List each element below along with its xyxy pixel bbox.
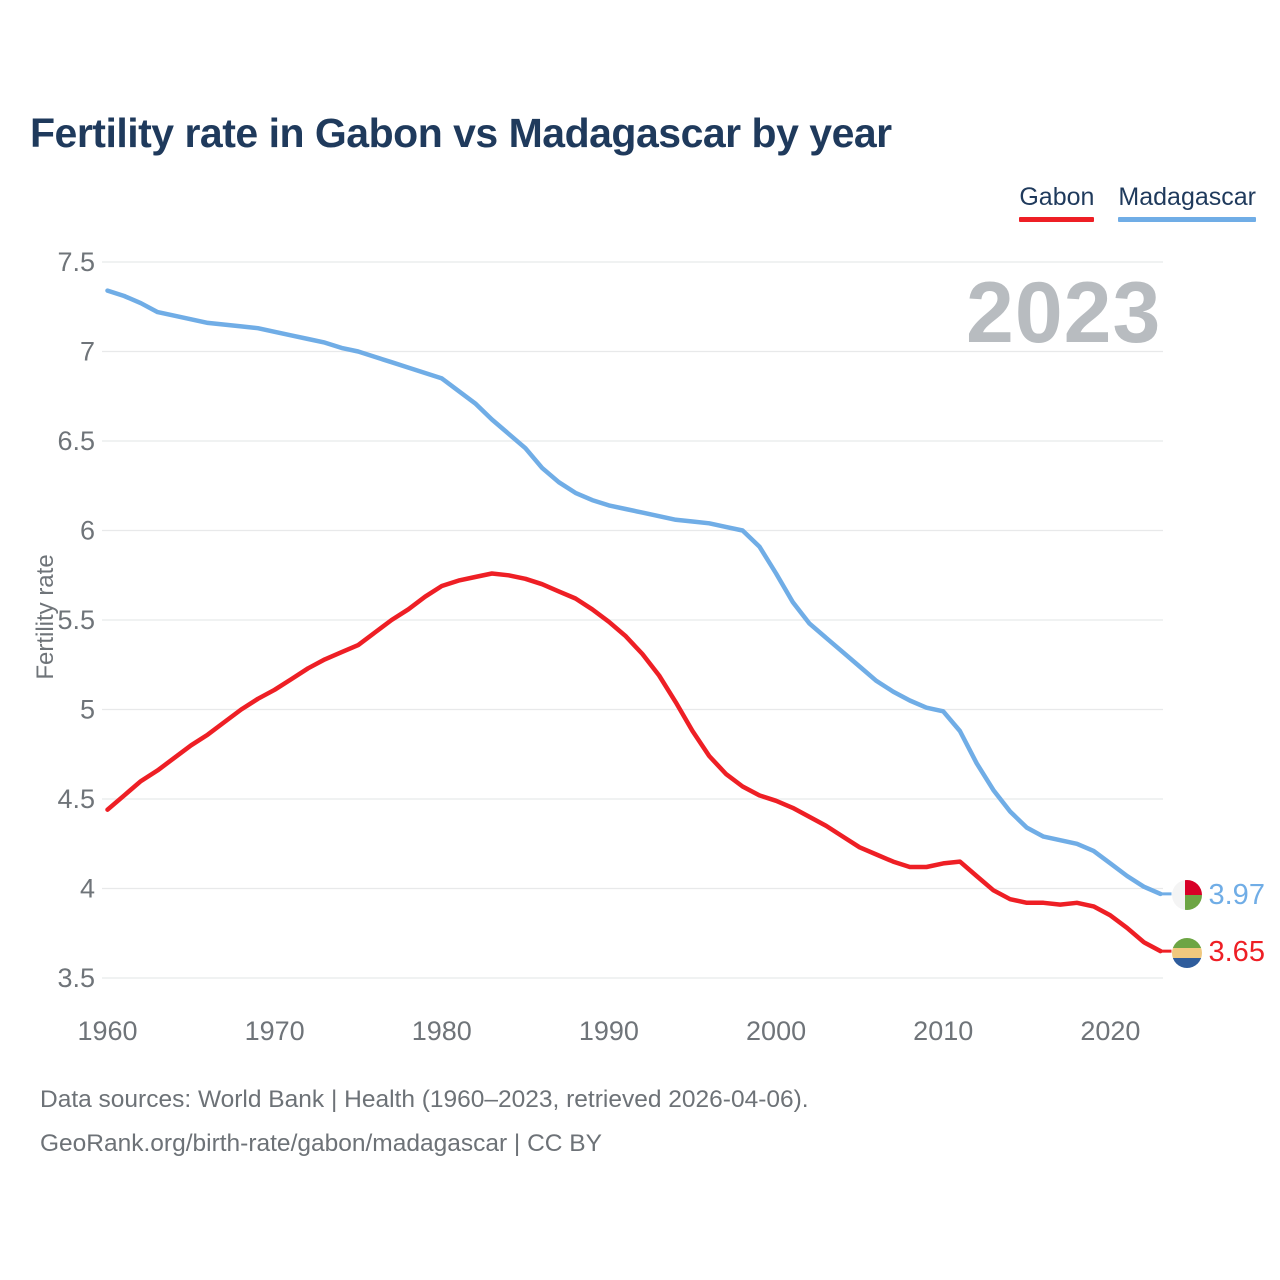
gabon-flag-icon (1171, 937, 1202, 968)
end-label-gabon: 3.65 (1171, 936, 1265, 969)
footer-attribution: GeoRank.org/birth-rate/gabon/madagascar … (40, 1130, 602, 1157)
y-tick-label: 4 (80, 874, 95, 904)
x-tick-label: 1970 (245, 1016, 305, 1046)
y-tick-label: 7.5 (57, 247, 95, 277)
footer: Data sources: World Bank | Health (1960–… (40, 1078, 809, 1166)
x-tick-label: 1990 (579, 1016, 639, 1046)
legend-color-bar (1019, 217, 1095, 222)
end-value-gabon: 3.65 (1208, 936, 1265, 969)
madagascar-flag-icon (1171, 880, 1202, 911)
x-tick-label: 2000 (746, 1016, 806, 1046)
x-tick-label: 2010 (913, 1016, 973, 1046)
chart-title: Fertility rate in Gabon vs Madagascar by… (30, 110, 892, 156)
y-tick-label: 7 (80, 337, 95, 367)
end-label-madagascar: 3.97 (1171, 878, 1265, 912)
y-axis-title: Fertility rate (32, 554, 59, 680)
footer-sources: Data sources: World Bank | Health (1960–… (40, 1086, 809, 1113)
legend: Gabon Madagascar (1019, 183, 1256, 222)
legend-label: Gabon (1019, 183, 1095, 211)
legend-item-madagascar[interactable]: Madagascar (1118, 183, 1256, 222)
legend-color-bar (1118, 217, 1256, 222)
legend-item-gabon[interactable]: Gabon (1019, 183, 1095, 222)
y-tick-label: 6 (80, 516, 95, 546)
legend-label: Madagascar (1118, 183, 1256, 211)
series-line-gabon (105, 571, 1163, 954)
x-tick-label: 1960 (77, 1016, 137, 1046)
y-tick-label: 5 (80, 695, 95, 725)
y-tick-label: 4.5 (57, 784, 95, 814)
x-tick-label: 1980 (412, 1016, 472, 1046)
y-tick-label: 3.5 (57, 963, 95, 993)
end-value-madagascar: 3.97 (1208, 878, 1265, 911)
year-watermark: 2023 (966, 265, 1162, 361)
y-tick-label: 6.5 (57, 426, 95, 456)
series-line-madagascar (105, 288, 1163, 897)
y-tick-label: 5.5 (57, 605, 95, 635)
x-tick-label: 2020 (1080, 1016, 1140, 1046)
